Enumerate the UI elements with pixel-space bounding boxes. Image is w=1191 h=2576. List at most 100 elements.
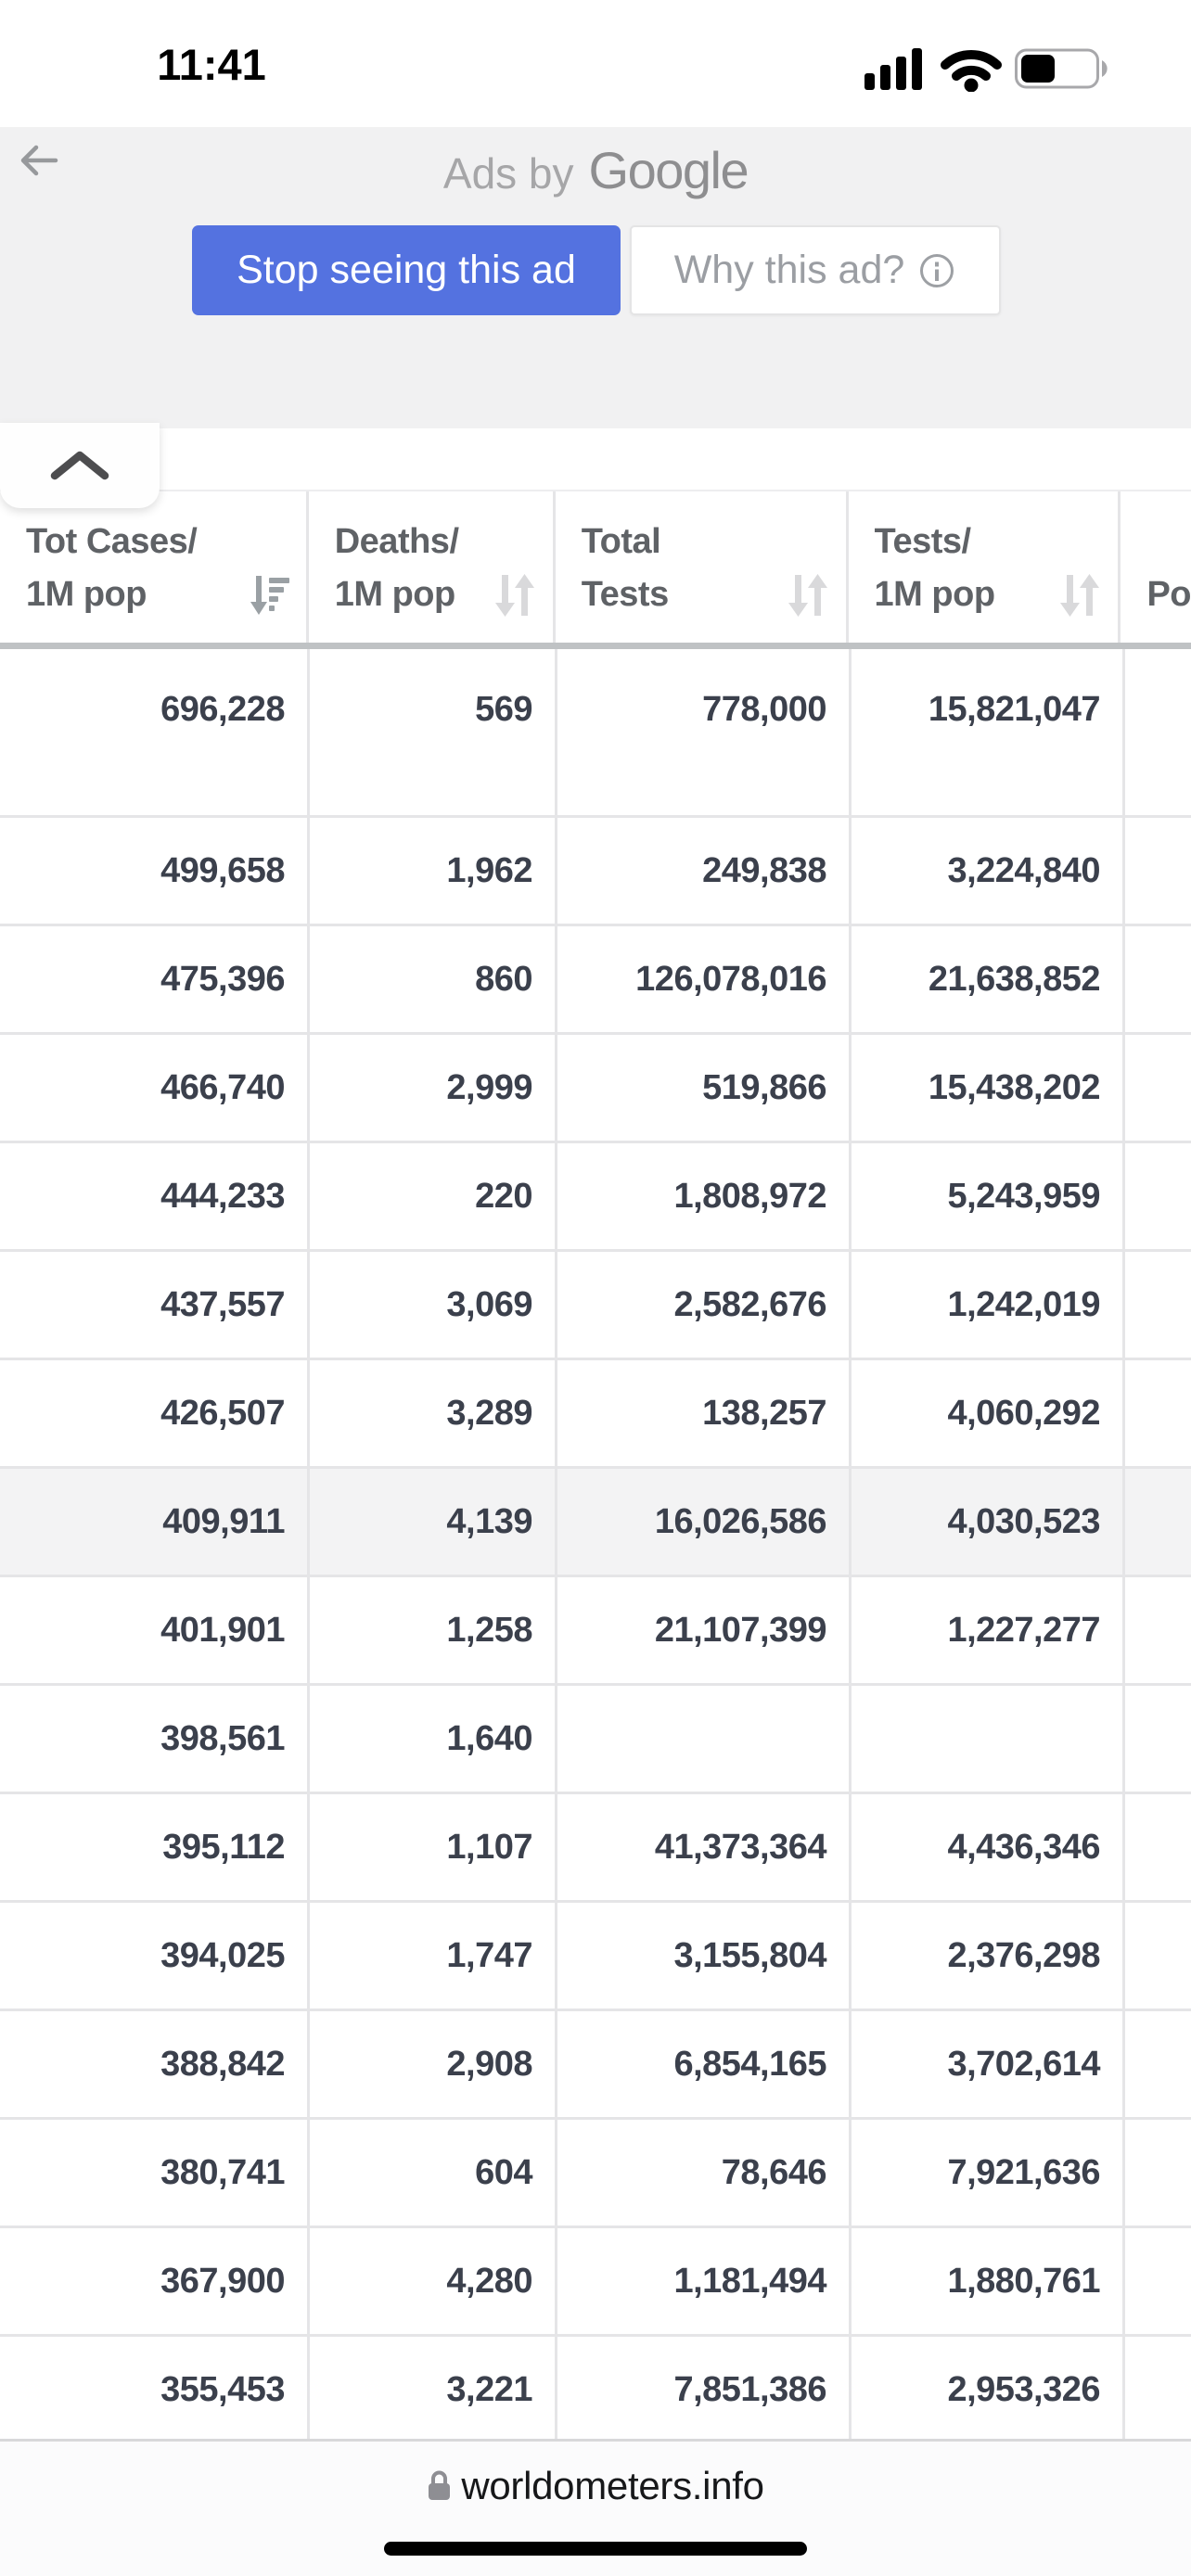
table-cell: 4,139	[307, 1469, 555, 1575]
column-header-line1: Tot Cases/	[26, 522, 198, 561]
table-cell	[1122, 2228, 1191, 2334]
table-cell: 395,112	[162, 1827, 285, 1867]
table-cell	[1122, 2337, 1191, 2439]
table-cell	[849, 1686, 1122, 1792]
table-cell	[1122, 649, 1191, 815]
battery-icon	[1015, 48, 1108, 89]
table-cell: 444,233	[160, 1176, 285, 1216]
table-cell	[1122, 1469, 1191, 1575]
table-row: 394,025 1,747 3,155,804 2,376,298	[0, 1903, 1191, 2011]
table-cell: 696,228	[160, 690, 285, 729]
table-row: 355,453 3,221 7,851,386 2,953,326	[0, 2337, 1191, 2439]
table-cell: 1,181,494	[555, 2228, 849, 2334]
table-row: 401,901 1,258 21,107,399 1,227,277	[0, 1577, 1191, 1686]
table-cell: 41,373,364	[555, 1794, 849, 1900]
table-cell	[1122, 1143, 1191, 1249]
table-cell	[1122, 1360, 1191, 1466]
ad-back-button[interactable]	[17, 142, 59, 184]
address-bar[interactable]: worldometers.info	[0, 2464, 1191, 2508]
column-header-tot-cases-1m[interactable]: Tot Cases/ 1M pop	[0, 491, 306, 643]
table-cell: 388,842	[160, 2044, 285, 2084]
table-cell: 7,921,636	[849, 2120, 1122, 2225]
table-cell: 3,221	[307, 2337, 555, 2439]
column-header-tests-1m[interactable]: Tests/ 1M pop	[845, 491, 1119, 643]
table-cell: 3,289	[307, 1360, 555, 1466]
column-header-total-tests[interactable]: Total Tests	[552, 491, 846, 643]
column-header-line2: Po	[1146, 575, 1191, 614]
url-text: worldometers.info	[461, 2464, 764, 2507]
table-cell: 249,838	[555, 818, 849, 924]
table-cell	[1122, 1903, 1191, 2009]
sort-both-icon	[1060, 574, 1100, 617]
table-row: 395,112 1,107 41,373,364 4,436,346	[0, 1794, 1191, 1903]
column-header-line1	[1146, 516, 1191, 568]
column-header-line1: Total	[581, 522, 661, 561]
table-cell: 21,638,852	[849, 926, 1122, 1032]
table-cell: 1,258	[307, 1577, 555, 1683]
table-cell: 409,911	[162, 1501, 285, 1541]
column-header-deaths-1m[interactable]: Deaths/ 1M pop	[305, 491, 553, 643]
table-row: 466,740 2,999 519,866 15,438,202	[0, 1035, 1191, 1143]
table-cell: 401,901	[160, 1610, 285, 1650]
google-logo: Google	[588, 141, 749, 199]
table-row: 696,228 569 778,000 15,821,047	[0, 649, 1191, 818]
table-cell: 1,107	[307, 1794, 555, 1900]
table-cell: 2,908	[307, 2011, 555, 2117]
why-this-ad-button[interactable]: Why this ad?	[630, 225, 1001, 315]
table-cell: 3,069	[307, 1252, 555, 1358]
sort-descending-icon	[250, 576, 289, 615]
covid-stats-table: Tot Cases/ 1M pop Deaths/ 1M pop	[0, 423, 1191, 2439]
table-cell: 15,438,202	[849, 1035, 1122, 1141]
table-cell	[1122, 1252, 1191, 1358]
table-cell: 1,747	[307, 1903, 555, 2009]
table-cell: 4,060,292	[849, 1360, 1122, 1466]
table-cell	[555, 1686, 849, 1792]
home-indicator[interactable]	[384, 2542, 807, 2556]
ad-attribution: Ads by Google	[0, 140, 1191, 200]
table-cell: 778,000	[555, 649, 849, 815]
table-row: 444,233 220 1,808,972 5,243,959	[0, 1143, 1191, 1252]
table-header-row: Tot Cases/ 1M pop Deaths/ 1M pop	[0, 490, 1191, 649]
table-cell	[1122, 2011, 1191, 2117]
table-cell: 380,741	[160, 2152, 285, 2192]
table-row: 398,561 1,640	[0, 1686, 1191, 1794]
why-this-ad-label: Why this ad?	[673, 248, 905, 292]
table-cell: 355,453	[160, 2369, 285, 2409]
table-row: 437,557 3,069 2,582,676 1,242,019	[0, 1252, 1191, 1360]
status-bar: 11:41	[0, 0, 1191, 127]
table-cell: 7,851,386	[555, 2337, 849, 2439]
stop-seeing-ad-button[interactable]: Stop seeing this ad	[192, 225, 621, 315]
table-cell: 220	[307, 1143, 555, 1249]
sort-both-icon	[494, 574, 534, 617]
table-row: 426,507 3,289 138,257 4,060,292	[0, 1360, 1191, 1469]
column-header-line2: Tests	[581, 575, 669, 614]
sort-both-icon	[788, 574, 827, 617]
column-header-line1: Tests/	[874, 522, 972, 561]
collapse-table-tab[interactable]	[0, 423, 160, 508]
back-arrow-icon	[20, 145, 58, 176]
status-time: 11:41	[157, 40, 266, 89]
table-cell: 1,242,019	[849, 1252, 1122, 1358]
table-cell	[1122, 818, 1191, 924]
column-header-line2: 1M pop	[26, 575, 147, 614]
table-cell: 2,376,298	[849, 1903, 1122, 2009]
table-cell: 2,953,326	[849, 2337, 1122, 2439]
chevron-up-icon	[50, 451, 109, 480]
table-cell	[1122, 926, 1191, 1032]
column-header-line1: Deaths/	[334, 522, 459, 561]
table-cell: 15,821,047	[849, 649, 1122, 815]
table-cell: 519,866	[555, 1035, 849, 1141]
table-cell: 1,962	[307, 818, 555, 924]
cellular-signal-icon	[864, 48, 922, 90]
table-cell: 475,396	[160, 959, 285, 999]
table-cell: 4,030,523	[849, 1469, 1122, 1575]
table-cell: 3,224,840	[849, 818, 1122, 924]
table-cell: 426,507	[160, 1393, 285, 1433]
table-cell: 367,900	[160, 2261, 285, 2301]
table-cell: 2,582,676	[555, 1252, 849, 1358]
table-body: 696,228 569 778,000 15,821,047 499,658 1,962 2…	[0, 649, 1191, 2439]
table-cell: 860	[307, 926, 555, 1032]
table-cell: 2,999	[307, 1035, 555, 1141]
table-cell: 466,740	[160, 1067, 285, 1107]
column-header-population[interactable]: Po	[1118, 491, 1191, 643]
